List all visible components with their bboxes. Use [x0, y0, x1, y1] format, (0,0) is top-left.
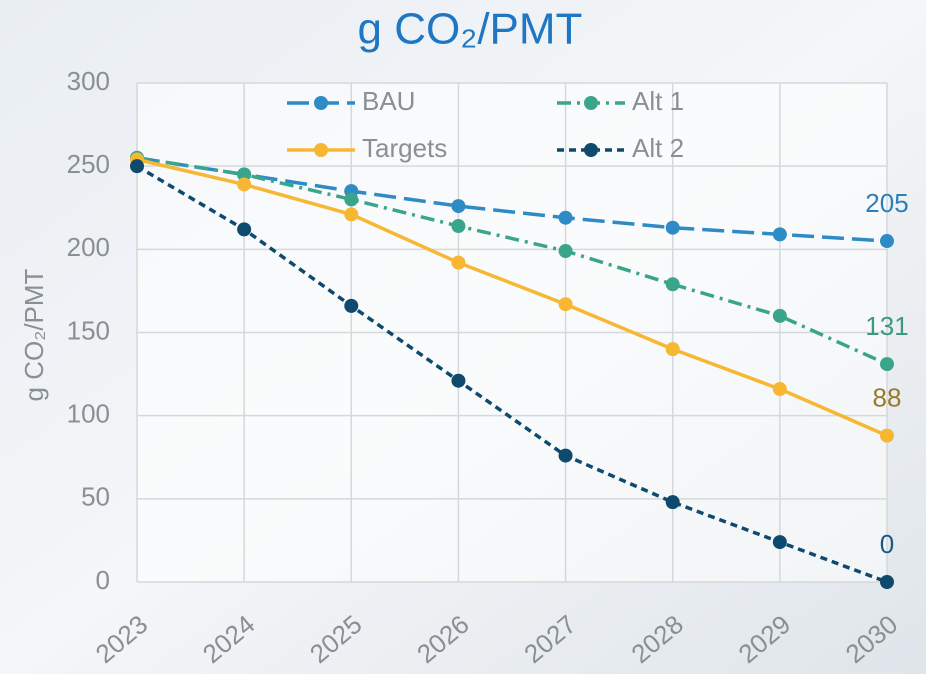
data-point — [665, 277, 680, 292]
data-point — [344, 207, 359, 222]
legend-marker — [314, 143, 328, 157]
y-tick-label: 150 — [67, 315, 110, 345]
legend-label: Targets — [362, 133, 447, 163]
y-tick-label: 300 — [67, 66, 110, 96]
data-point — [344, 298, 359, 313]
data-point — [451, 219, 466, 234]
data-label: 205 — [865, 188, 908, 218]
data-point — [772, 308, 787, 323]
y-tick-label: 250 — [67, 149, 110, 179]
data-point — [558, 243, 573, 258]
series-line — [136, 157, 888, 438]
legend-marker — [584, 96, 598, 110]
data-point — [772, 382, 787, 397]
data-point — [451, 199, 466, 214]
data-point — [558, 448, 573, 463]
y-axis-label: g CO₂/PMT — [19, 268, 49, 401]
data-point — [237, 177, 252, 192]
data-point — [344, 192, 359, 207]
data-point — [237, 167, 252, 182]
data-point — [880, 575, 894, 589]
data-point — [451, 373, 466, 388]
data-point — [558, 297, 573, 312]
data-point — [451, 255, 466, 270]
legend-label: Alt 1 — [632, 86, 684, 116]
data-point — [558, 210, 573, 225]
y-tick-label: 0 — [96, 565, 110, 595]
data-point — [880, 428, 894, 443]
data-point — [665, 495, 680, 510]
y-tick-label: 200 — [67, 232, 110, 262]
legend-label: BAU — [362, 86, 415, 116]
data-label: 131 — [865, 311, 908, 341]
data-point — [772, 227, 787, 242]
data-point — [665, 220, 680, 235]
data-point — [880, 357, 894, 372]
data-label: 0 — [880, 529, 894, 559]
legend-marker — [314, 96, 328, 110]
data-point — [237, 222, 252, 237]
series-line — [136, 164, 888, 584]
data-point — [130, 159, 144, 174]
legend-marker — [584, 143, 598, 157]
series-line — [136, 156, 888, 366]
data-point — [880, 234, 894, 249]
data-point — [665, 342, 680, 357]
data-point — [772, 535, 787, 550]
data-label: 88 — [873, 383, 902, 413]
y-tick-label: 50 — [81, 482, 110, 512]
y-tick-label: 100 — [67, 399, 110, 429]
legend-label: Alt 2 — [632, 133, 684, 163]
chart-title: g CO₂/PMT — [358, 5, 583, 54]
